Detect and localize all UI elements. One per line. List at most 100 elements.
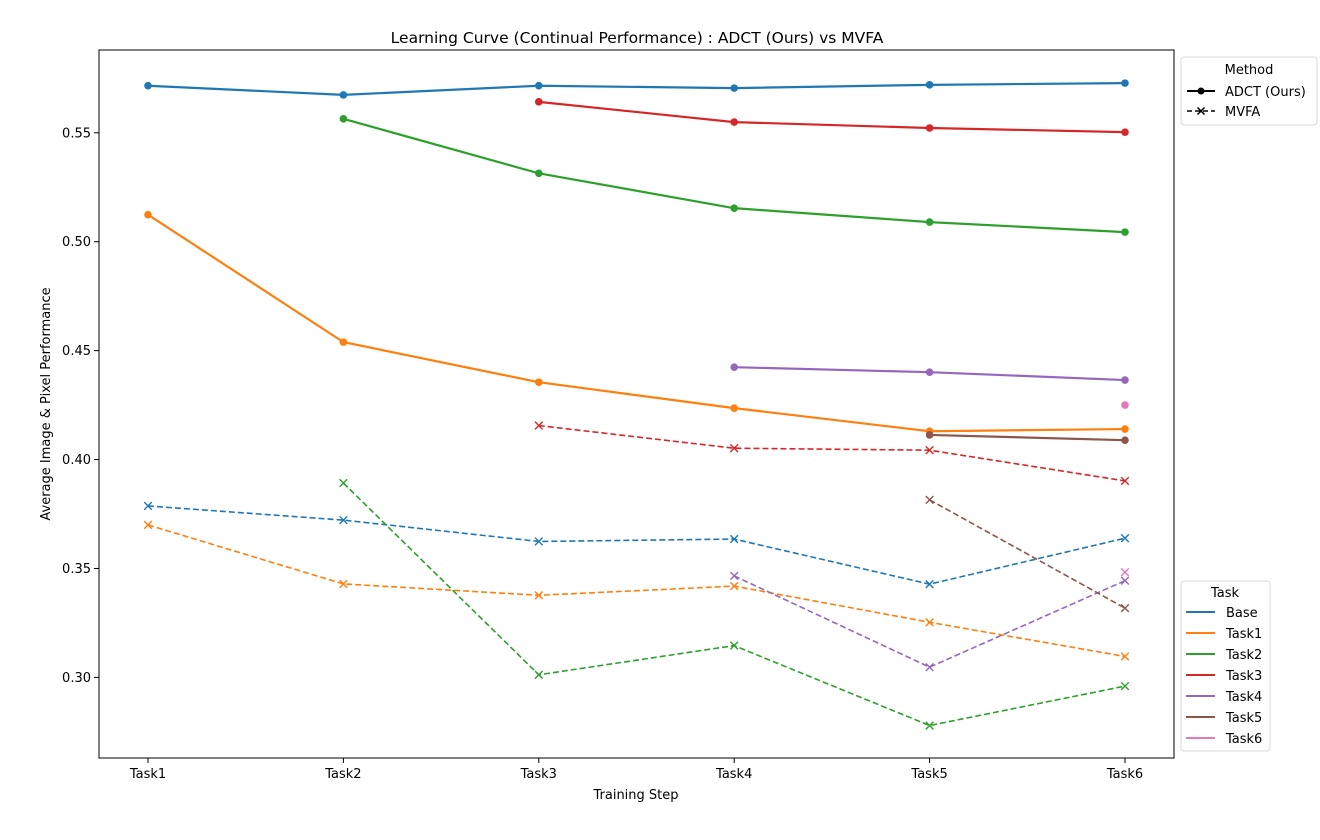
series-line-mvfa-task1 — [147, 524, 1126, 658]
data-point-mvfa-task2-task4 — [729, 641, 739, 650]
series-line-adct-base — [147, 82, 1126, 96]
data-point-mvfa-task1-task4 — [729, 581, 739, 591]
legend-label-task1: Task1 — [1225, 627, 1262, 642]
series-mvfa-task5 — [925, 495, 1130, 613]
data-point-mvfa-task1-task5 — [925, 617, 934, 627]
plot-area — [143, 79, 1130, 730]
data-point-mvfa-task5-task5 — [925, 495, 934, 505]
method-legend: Method ADCT (Ours) MVFA — [1180, 56, 1318, 126]
y-axis-label: Average Image & Pixel Performance — [39, 287, 54, 520]
data-point-adct-task1-task6 — [1121, 425, 1129, 433]
legend-entry-task3: Task3 — [1186, 669, 1262, 684]
legend-entry-task6: Task6 — [1186, 732, 1262, 747]
data-point-adct-task2-task4 — [730, 204, 738, 212]
data-point-mvfa-task3-task3 — [534, 421, 544, 430]
x-marker-icon — [1196, 106, 1206, 116]
data-point-adct-base-task5 — [925, 81, 934, 89]
legend-entry-adct: ADCT (Ours) — [1187, 85, 1306, 100]
data-point-mvfa-task4-task4 — [729, 571, 739, 581]
series-line-mvfa-task5 — [929, 499, 1126, 609]
data-point-adct-base-task3 — [535, 81, 543, 90]
data-point-mvfa-task2-task2 — [339, 478, 348, 488]
x-tick-label: Task1 — [129, 767, 166, 782]
method-legend-frame — [1180, 56, 1318, 126]
series-line-mvfa-base — [147, 505, 1126, 585]
series-mvfa-task4 — [729, 571, 1130, 672]
x-tick-label: Task6 — [1106, 767, 1143, 782]
legend-entry-task2: Task2 — [1186, 648, 1262, 663]
data-point-adct-task3-task4 — [730, 118, 738, 126]
series-adct-task3 — [535, 98, 1129, 136]
data-point-mvfa-task5-task6 — [1120, 603, 1130, 613]
series-line-mvfa-task3 — [538, 424, 1126, 482]
series-line-adct-task3 — [538, 100, 1126, 134]
data-point-mvfa-task4-task5 — [925, 662, 934, 672]
data-point-adct-task4-task5 — [925, 368, 934, 376]
data-point-mvfa-task3-task5 — [925, 445, 934, 455]
legend-entry-task4: Task4 — [1186, 690, 1262, 705]
legend-label-task3: Task3 — [1225, 669, 1262, 684]
y-tick-label: 0.50 — [62, 235, 91, 250]
data-point-adct-task4-task4 — [730, 363, 738, 371]
legend-entry-mvfa: MVFA — [1187, 105, 1260, 120]
data-point-adct-base-task1 — [144, 81, 152, 90]
data-point-mvfa-task2-task5 — [925, 721, 934, 730]
y-axis: 0.30 0.35 0.40 0.45 0.50 0.55 — [62, 126, 99, 686]
data-point-adct-task2-task2 — [339, 115, 348, 123]
data-point-mvfa-base-task4 — [729, 534, 739, 544]
series-adct-task1 — [144, 210, 1129, 436]
task-legend-entries: Base Task1 Task2 Task3 Task4 Task5 Task6 — [1186, 606, 1262, 747]
data-point-adct-task1-task2 — [339, 338, 348, 346]
data-point-adct-task1-task3 — [535, 378, 543, 387]
x-tick-label: Task5 — [910, 767, 947, 782]
task-legend-frame — [1180, 580, 1271, 752]
data-point-adct-task5-task5 — [925, 431, 934, 439]
data-point-adct-task6-task6 — [1121, 401, 1129, 409]
legend-label-base: Base — [1226, 606, 1258, 621]
data-point-adct-task4-task6 — [1121, 376, 1129, 384]
x-tick-label: Task2 — [324, 767, 361, 782]
series-adct-task5 — [925, 431, 1129, 444]
legend-entry-task5: Task5 — [1186, 711, 1262, 726]
series-mvfa-task6 — [1120, 567, 1130, 577]
data-point-adct-task3-task3 — [535, 98, 543, 106]
data-point-mvfa-task1-task6 — [1120, 652, 1130, 661]
axes-frame — [98, 49, 1175, 759]
task-legend-title: Task — [1210, 586, 1240, 601]
data-point-mvfa-task3-task6 — [1120, 476, 1130, 486]
x-tick-label: Task4 — [715, 767, 752, 782]
legend-entry-base: Base — [1186, 606, 1258, 621]
legend-label-task2: Task2 — [1225, 648, 1262, 663]
legend-label-task6: Task6 — [1225, 732, 1262, 747]
task-legend: Task Base Task1 Task2 Task3 Task4 Task5 Task6 — [1180, 580, 1271, 752]
data-point-mvfa-task4-task6 — [1120, 576, 1130, 585]
series-line-adct-task1 — [147, 213, 1126, 433]
y-tick-label: 0.55 — [62, 126, 91, 141]
x-axis: Task1 Task2 Task3 Task4 Task5 Task6 — [129, 758, 1143, 782]
series-mvfa-base — [143, 501, 1130, 589]
chart-title: Learning Curve (Continual Performance) :… — [391, 29, 884, 47]
data-point-mvfa-base-task2 — [339, 515, 348, 525]
data-point-adct-base-task2 — [339, 91, 348, 99]
legend-label-adct: ADCT (Ours) — [1225, 85, 1306, 100]
series-mvfa-task3 — [534, 421, 1130, 486]
data-point-mvfa-base-task3 — [534, 537, 544, 546]
circle-marker-icon — [1197, 87, 1205, 95]
data-point-adct-task3-task5 — [925, 124, 934, 132]
series-mvfa-task1 — [143, 520, 1130, 661]
series-adct-task6 — [1121, 401, 1129, 409]
data-point-adct-task5-task6 — [1121, 436, 1129, 444]
data-point-adct-task2-task5 — [925, 218, 934, 226]
series-adct-task2 — [339, 115, 1129, 236]
data-point-mvfa-task1-task3 — [534, 590, 544, 600]
legend-label-task4: Task4 — [1225, 690, 1262, 705]
data-point-adct-task1-task1 — [144, 210, 152, 219]
data-point-mvfa-task1-task1 — [143, 520, 153, 530]
data-point-mvfa-task1-task2 — [339, 579, 348, 589]
method-legend-title: Method — [1225, 63, 1274, 78]
series-line-adct-task5 — [929, 433, 1126, 442]
data-point-mvfa-task2-task6 — [1120, 681, 1130, 691]
data-point-adct-task2-task6 — [1121, 228, 1129, 236]
